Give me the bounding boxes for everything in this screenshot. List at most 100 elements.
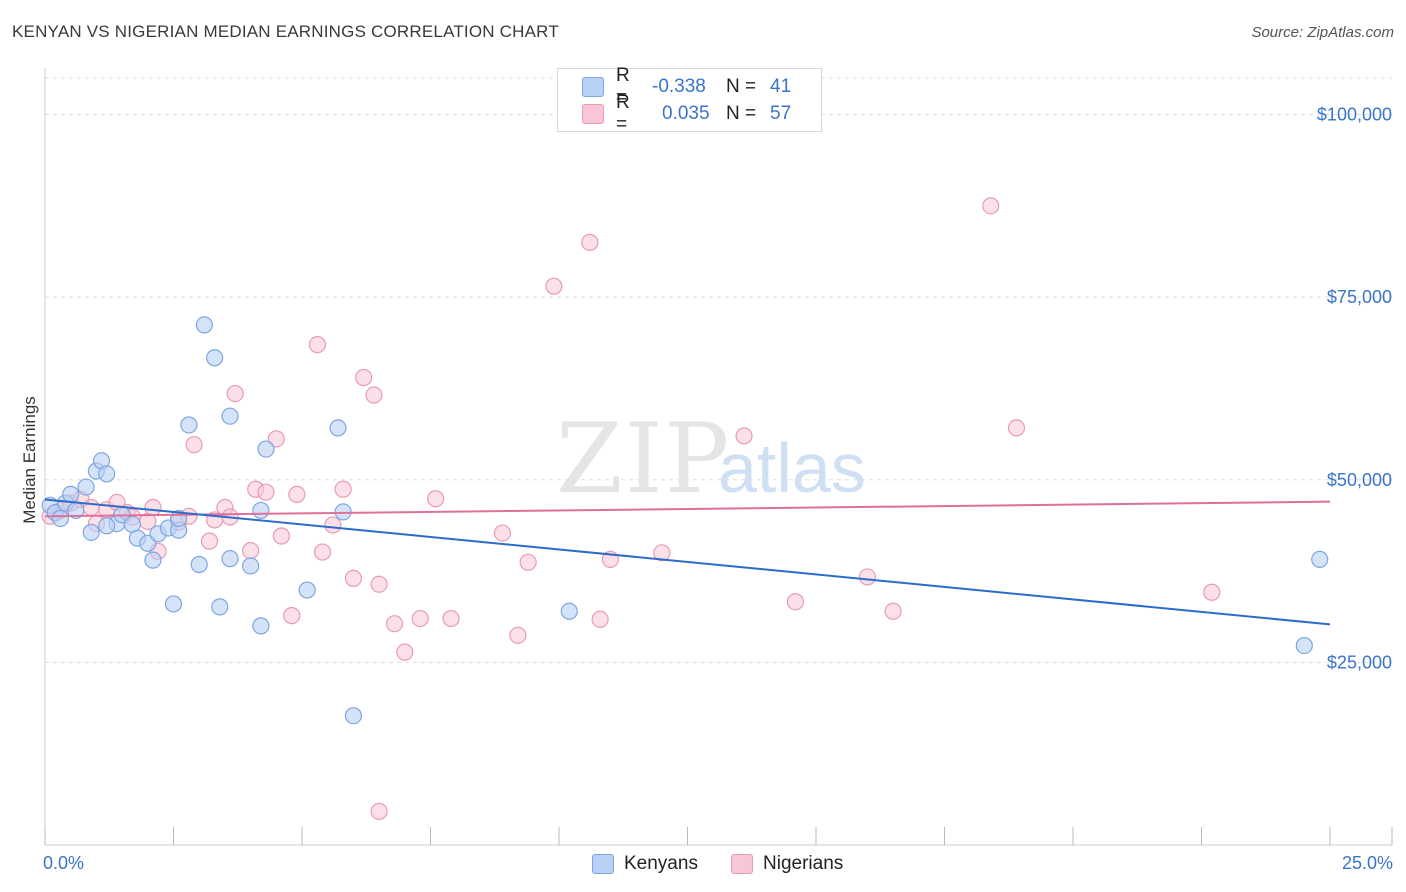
watermark-zip: ZIP — [556, 403, 731, 515]
correlation-legend: R = -0.338 N = 41 R = 0.035 N = 57 — [557, 65, 822, 135]
legend-r-value: -0.338 — [652, 76, 706, 97]
x-tick-label: 25.0% — [1342, 853, 1393, 873]
kenyan-point — [252, 617, 270, 635]
legend-n-label: N = — [726, 103, 757, 124]
nigerian-point — [786, 593, 805, 611]
nigerian-point — [411, 609, 429, 628]
kenyans-legend-label: Kenyans — [624, 853, 698, 874]
nigerians-legend-swatch — [731, 854, 753, 874]
x-tick-label: 0.0% — [43, 853, 84, 873]
legend-n-value: 41 — [770, 76, 792, 97]
kenyan-point — [51, 509, 70, 528]
legend-n-label: N = — [726, 76, 757, 97]
nigerian-point — [185, 436, 203, 454]
kenyan-point — [144, 551, 162, 569]
nigerian-point — [1203, 583, 1221, 601]
chart-title: KENYAN VS NIGERIAN MEDIAN EARNINGS CORRE… — [12, 22, 559, 41]
y-axis-label: Median Earnings — [20, 396, 39, 524]
nigerian-point — [365, 386, 383, 404]
nigerian-point — [355, 368, 373, 387]
legend-r-value: 0.035 — [662, 103, 710, 124]
nigerian-point — [1007, 419, 1026, 437]
kenyan-point — [560, 602, 578, 620]
kenyan-point — [242, 557, 260, 575]
nigerian-point — [226, 384, 244, 403]
nigerian-point — [200, 532, 219, 550]
nigerian-point — [283, 607, 301, 625]
nigerians-legend-label: Nigerians — [763, 853, 844, 874]
kenyan-point — [77, 478, 95, 496]
kenyan-point — [98, 517, 116, 535]
kenyans-swatch — [582, 77, 604, 97]
y-tick-label: $50,000 — [1327, 470, 1392, 490]
axes — [44, 68, 1393, 846]
trend-lines — [44, 498, 1331, 626]
nigerian-point — [884, 602, 902, 620]
kenyan-point — [252, 501, 270, 520]
kenyan-point — [221, 407, 239, 425]
nigerian-point — [257, 483, 275, 501]
kenyan-point — [190, 555, 208, 574]
nigerian-point — [735, 427, 753, 445]
kenyan-point — [62, 485, 80, 503]
legend-r-label: R = — [616, 65, 630, 108]
kenyan-point — [82, 523, 100, 541]
nigerian-point — [288, 485, 306, 503]
kenyan-point — [164, 595, 183, 613]
nigerian-point — [653, 544, 671, 562]
x-tick-labels: 0.0% 25.0% — [43, 853, 1393, 873]
nigerian-point — [267, 430, 285, 448]
nigerian-point — [545, 277, 563, 295]
nigerian-point — [519, 553, 537, 571]
nigerian-point — [982, 197, 1000, 215]
kenyan-point — [298, 581, 316, 599]
kenyan-point — [180, 416, 198, 434]
kenyan-point — [206, 349, 224, 367]
nigerian-point — [493, 524, 512, 542]
legend-n-value: 57 — [770, 103, 792, 124]
nigerian-point — [272, 527, 291, 545]
watermark: ZIP atlas — [556, 403, 866, 515]
kenyans-trend-line — [44, 498, 1331, 626]
kenyan-point — [98, 465, 116, 483]
bottom-legend-kenyans: Kenyans — [592, 851, 698, 877]
y-tick-label: $100,000 — [1317, 105, 1392, 125]
kenyans-legend-swatch — [592, 854, 614, 874]
nigerian-point — [334, 480, 352, 498]
y-tick-label: $25,000 — [1327, 652, 1392, 672]
nigerian-point — [370, 802, 388, 820]
kenyan-point — [257, 440, 275, 458]
nigerian-point — [82, 498, 100, 517]
nigerian-point — [858, 568, 877, 586]
nigerian-point — [370, 575, 388, 593]
nigerian-point — [308, 336, 327, 354]
legend-r-label: R = — [616, 92, 630, 135]
nigerian-point — [581, 233, 599, 251]
legend-row-nigerians: R = 0.035 N = 57 — [582, 92, 792, 135]
nigerians-swatch — [582, 104, 604, 124]
kenyan-point — [211, 598, 229, 616]
kenyan-point — [1295, 636, 1313, 655]
bottom-legend-nigerians: Nigerians — [731, 851, 843, 877]
legend-row-kenyans: R = -0.338 N = 41 — [582, 65, 792, 108]
nigerian-point — [313, 543, 332, 561]
nigerians-trend-line — [44, 500, 1331, 518]
nigerian-point — [344, 569, 362, 587]
source-label: Source: ZipAtlas.com — [1251, 24, 1394, 41]
grid-lines — [45, 77, 1392, 663]
kenyans-points — [41, 316, 1329, 725]
y-tick-label: $75,000 — [1327, 287, 1392, 307]
y-tick-labels: $25,000 $50,000 $75,000 $100,000 — [1317, 105, 1392, 673]
nigerian-point — [144, 498, 162, 517]
nigerian-point — [442, 609, 460, 628]
kenyan-point — [329, 419, 347, 437]
nigerians-points — [41, 197, 1221, 820]
nigerian-point — [324, 516, 342, 534]
nigerian-point — [591, 610, 609, 628]
kenyan-point — [221, 550, 239, 568]
nigerian-point — [385, 615, 404, 633]
nigerian-point — [509, 626, 527, 644]
kenyan-point — [195, 316, 213, 334]
nigerian-point — [242, 542, 260, 560]
